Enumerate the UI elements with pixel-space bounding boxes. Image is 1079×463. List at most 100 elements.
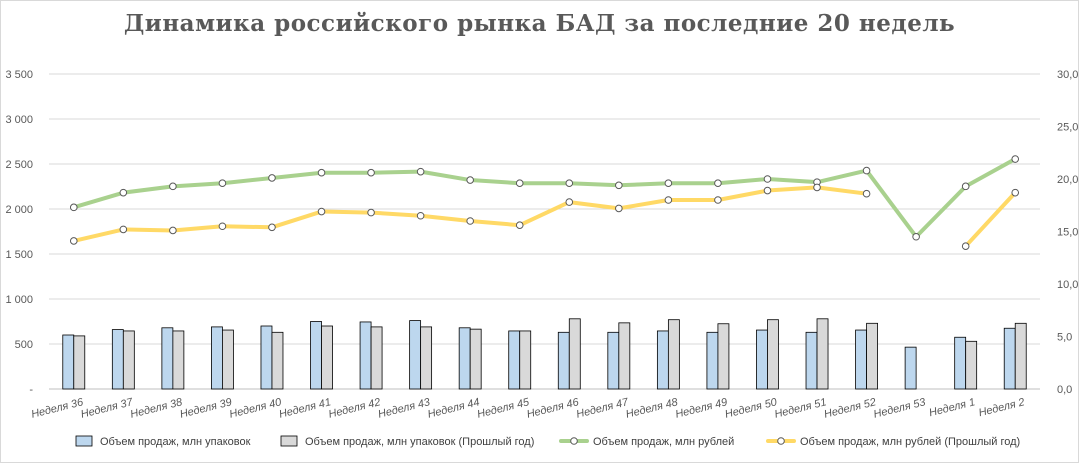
right-axis-tick-label: 10,0	[1057, 279, 1078, 291]
left-axis-tick-label: 3 500	[5, 69, 33, 81]
category-label: Неделя 2	[977, 396, 1026, 419]
series-line	[71, 157, 1018, 239]
line-point	[69, 237, 78, 245]
legend-swatch	[75, 435, 93, 447]
line-point	[367, 208, 375, 217]
bar	[767, 319, 779, 390]
bar	[805, 331, 818, 390]
line-point	[515, 221, 524, 229]
bar	[965, 340, 978, 390]
line-point	[565, 179, 574, 187]
line-point	[1011, 155, 1020, 163]
bar	[557, 331, 570, 390]
category-label: Неделя 37	[80, 396, 135, 421]
line-point	[466, 217, 474, 225]
bar	[211, 326, 223, 390]
bar	[260, 325, 273, 390]
line-point	[862, 189, 871, 198]
bar	[667, 319, 680, 390]
bar	[370, 326, 383, 390]
line-point	[169, 226, 177, 235]
line-point	[317, 168, 326, 177]
legend-label: Объем продаж, млн рублей (Прошлый год)	[800, 436, 1020, 448]
chart-title: Динамика российского рынка БАД за послед…	[123, 10, 956, 37]
bar	[321, 325, 333, 390]
category-label: Неделя 43	[377, 396, 432, 421]
line-point	[912, 232, 920, 241]
line-point	[119, 225, 128, 234]
line-point	[961, 242, 970, 250]
line-point	[615, 181, 623, 190]
bar	[618, 322, 631, 390]
category-label: Неделя 47	[575, 396, 630, 421]
bar	[420, 326, 433, 390]
legend-label: Объем продаж, млн упаковок	[100, 436, 251, 448]
right-axis-tick-label: 5,0	[1057, 332, 1072, 344]
bar	[122, 330, 135, 390]
line-point	[862, 166, 871, 175]
bar	[222, 329, 234, 390]
category-label: Неделя 1	[928, 396, 977, 419]
bar	[73, 335, 86, 390]
category-label: Неделя 41	[278, 396, 332, 421]
bar	[607, 331, 620, 390]
category-label: Неделя 44	[426, 396, 480, 421]
line-point	[763, 186, 772, 195]
line-point	[664, 179, 673, 187]
bar	[161, 327, 174, 390]
line-point	[416, 211, 425, 220]
bar	[1014, 322, 1027, 390]
legend-label: Объем продаж, млн упаковок (Прошлый год)	[305, 436, 534, 448]
category-label: Неделя 38	[129, 396, 184, 421]
legend-marker	[777, 437, 785, 445]
right-axis-tick-label: 15,0	[1057, 227, 1078, 239]
category-label: Неделя 40	[228, 396, 283, 421]
line-point	[813, 183, 821, 192]
line-point	[961, 182, 970, 191]
series-line	[963, 190, 1018, 249]
legend-swatch	[280, 435, 298, 447]
category-label: Неделя 49	[674, 396, 728, 421]
category-label: Неделя 39	[179, 396, 233, 421]
bar	[855, 329, 867, 390]
bar	[271, 331, 284, 390]
line-point	[714, 196, 722, 204]
category-label: Неделя 53	[872, 396, 927, 421]
bar	[359, 321, 372, 390]
bar	[62, 334, 75, 390]
left-axis-tick-label: 2 000	[5, 204, 33, 216]
line-point	[763, 175, 772, 183]
line-point	[466, 176, 474, 184]
category-label: Неделя 45	[476, 396, 531, 421]
line-point	[169, 182, 177, 191]
bar	[508, 330, 521, 390]
right-axis-tick-label: 30,0	[1057, 69, 1078, 81]
line-point	[1011, 188, 1020, 197]
line-point	[268, 223, 276, 232]
left-axis-tick-label: 1 500	[5, 249, 33, 261]
legend-label: Объем продаж, млн рублей	[593, 436, 734, 448]
bar	[458, 327, 471, 390]
category-label: Неделя 36	[30, 396, 85, 421]
bar	[954, 336, 967, 390]
line-point	[565, 198, 574, 206]
line-point	[515, 179, 524, 187]
category-label: Неделя 51	[773, 396, 827, 421]
line-point	[218, 222, 227, 231]
line-point	[268, 174, 276, 182]
left-axis-tick-label: 1 000	[5, 294, 33, 306]
series-line	[71, 185, 869, 243]
category-label: Неделя 50	[724, 396, 779, 421]
left-axis-tick-label: 2 500	[5, 159, 33, 171]
line-point	[367, 168, 375, 177]
bar	[866, 322, 878, 390]
bar	[656, 330, 669, 390]
bar	[519, 330, 532, 390]
bar	[111, 329, 124, 390]
line-point	[218, 179, 227, 187]
line-point	[714, 179, 722, 187]
bar	[816, 318, 829, 390]
line-point	[416, 167, 425, 176]
bar	[469, 328, 482, 390]
bar	[717, 323, 730, 390]
